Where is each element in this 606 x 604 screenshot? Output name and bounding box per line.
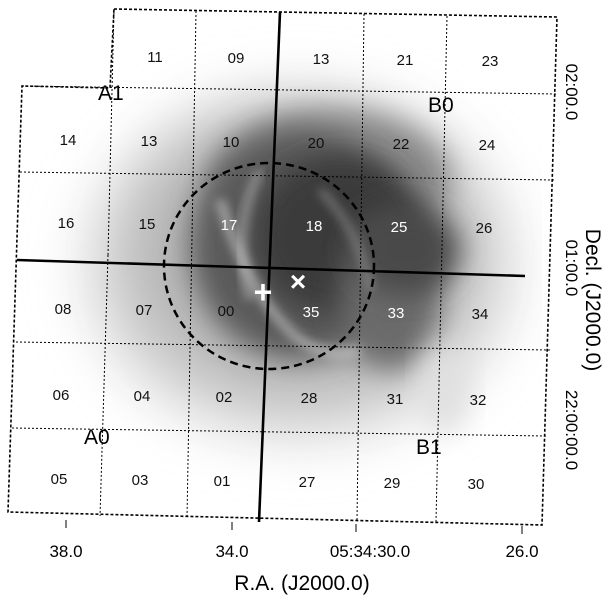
cell-label: 32 bbox=[470, 392, 487, 409]
cell-label: 17 bbox=[221, 217, 238, 234]
cell-label: 23 bbox=[482, 53, 499, 70]
mosaic-outline bbox=[7, 8, 558, 526]
cell-label: 31 bbox=[387, 391, 404, 408]
cell-labels: 11 09 13 21 23 14 13 10 20 22 24 16 15 17 18 25 26 08 07 00… bbox=[51, 49, 499, 493]
x-tick-labels: 38.0 34.0 05:34:30.0 26.0 bbox=[49, 542, 538, 561]
cell-label: 29 bbox=[384, 475, 401, 492]
cell-label: 00 bbox=[218, 303, 235, 320]
cell-label: 22 bbox=[393, 136, 410, 153]
x-tick-34: 34.0 bbox=[215, 542, 248, 561]
quadrant-label-a0: A0 bbox=[84, 426, 110, 449]
quadrant-axes bbox=[16, 11, 526, 523]
cell-label: 18 bbox=[306, 218, 323, 235]
cell-label: 15 bbox=[139, 216, 156, 233]
cell-label: 21 bbox=[397, 52, 414, 69]
y-tick-labels: 02:00.0 01:00.0 22:00:00.0 bbox=[562, 64, 581, 471]
y-tick-0100: 01:00.0 bbox=[562, 240, 581, 297]
cell-label: 20 bbox=[308, 135, 325, 152]
x-tick-30: 05:34:30.0 bbox=[330, 542, 410, 561]
quadrant-label-a1: A1 bbox=[98, 82, 124, 105]
y-tick-220000: 22:00:00.0 bbox=[562, 390, 581, 470]
cell-label: 08 bbox=[55, 301, 72, 318]
y-tick-0200: 02:00.0 bbox=[562, 64, 581, 121]
cell-label: 34 bbox=[472, 306, 489, 323]
cell-label: 01 bbox=[214, 473, 231, 490]
axis-ticks bbox=[65, 520, 523, 534]
cell-label: 04 bbox=[134, 388, 151, 405]
cell-label: 25 bbox=[391, 219, 408, 236]
cell-label: 13 bbox=[313, 51, 330, 68]
cell-label: 06 bbox=[53, 387, 70, 404]
x-axis-label: R.A. (J2000.0) bbox=[234, 572, 369, 595]
cell-label: 10 bbox=[223, 134, 240, 151]
y-axis-label: Decl. (J2000.0) bbox=[581, 229, 604, 371]
cell-label: 02 bbox=[216, 389, 233, 406]
quadrant-labels: A1 B0 A0 B1 bbox=[84, 82, 454, 459]
x-tick-26: 26.0 bbox=[505, 542, 538, 561]
x-tick-38: 38.0 bbox=[49, 542, 82, 561]
plus-marker: + bbox=[254, 274, 273, 310]
cell-label: 27 bbox=[299, 474, 316, 491]
cell-label: 09 bbox=[228, 50, 245, 67]
quadrant-label-b1: B1 bbox=[416, 436, 442, 459]
cell-label: 14 bbox=[60, 132, 77, 149]
cell-label: 28 bbox=[301, 390, 318, 407]
cell-label: 07 bbox=[136, 302, 153, 319]
cell-label: 30 bbox=[468, 476, 485, 493]
cross-marker: × bbox=[290, 266, 306, 297]
cell-label: 35 bbox=[303, 304, 320, 321]
quadrant-label-b0: B0 bbox=[428, 94, 454, 117]
cell-label: 16 bbox=[58, 215, 75, 232]
position-markers: + × bbox=[254, 266, 307, 310]
cell-label: 03 bbox=[132, 472, 149, 489]
cell-label: 33 bbox=[388, 305, 405, 322]
cell-label: 05 bbox=[51, 471, 68, 488]
cell-label: 11 bbox=[147, 49, 163, 66]
cell-label: 26 bbox=[476, 220, 493, 237]
cell-label: 13 bbox=[141, 133, 158, 150]
field-of-view-circle bbox=[162, 161, 376, 371]
cell-label: 24 bbox=[479, 137, 496, 154]
